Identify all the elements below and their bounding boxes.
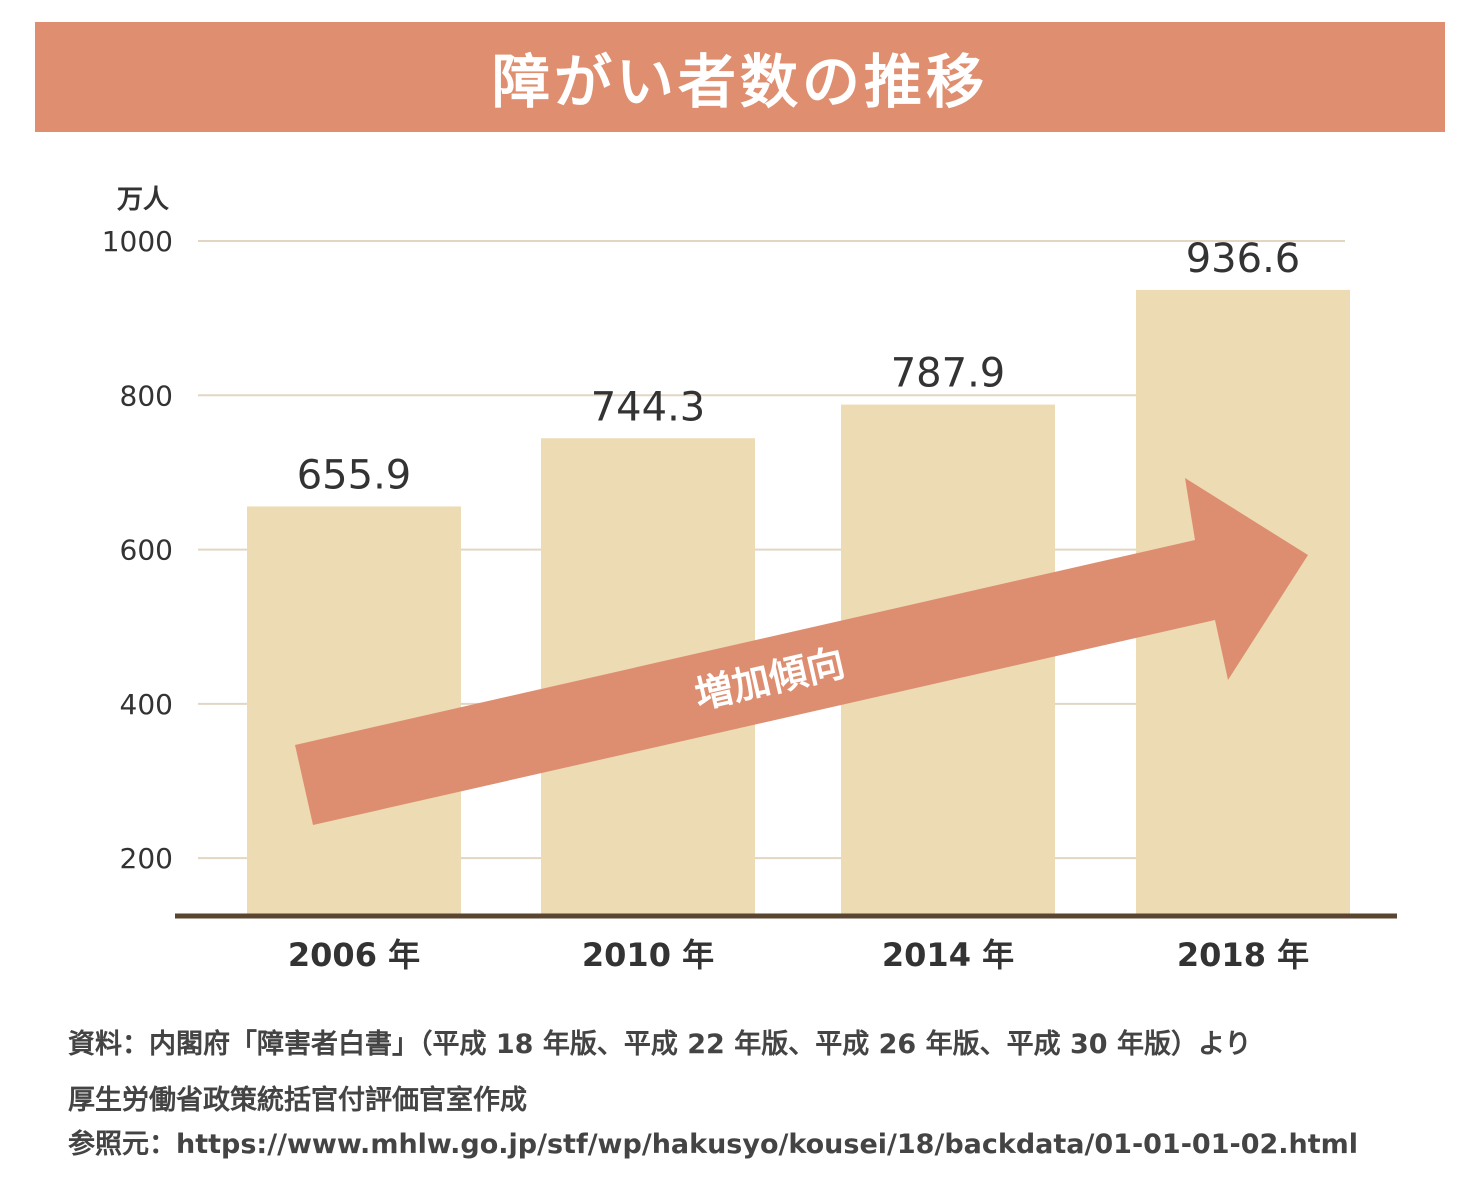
x-tick-label: 2014 年 — [882, 936, 1014, 974]
trend-arrow-shape — [295, 478, 1308, 825]
x-tick-label: 2010 年 — [582, 936, 714, 974]
y-tick-label: 400 — [120, 688, 173, 721]
x-tick-label: 2018 年 — [1177, 936, 1309, 974]
y-axis-unit-label: 万人 — [117, 185, 169, 215]
data-label: 787.9 — [891, 351, 1006, 397]
title-banner: 障がい者数の推移 — [35, 22, 1445, 132]
footnote-reference: 参照元：https://www.mhlw.go.jp/stf/wp/hakusy… — [68, 1129, 1359, 1160]
y-tick-label: 800 — [120, 379, 173, 412]
data-label: 655.9 — [297, 452, 412, 498]
y-tick-label: 200 — [120, 842, 173, 875]
trend-arrow: 増加傾向 — [295, 478, 1308, 825]
chart-title: 障がい者数の推移 — [491, 48, 988, 116]
x-tick-label: 2006 年 — [288, 936, 420, 974]
footnote-source: 資料：内閣府「障害者白書」（平成 18 年版、平成 22 年版、平成 26 年版… — [68, 1029, 1252, 1060]
data-label: 744.3 — [591, 384, 706, 430]
data-label: 936.6 — [1186, 236, 1301, 282]
y-tick-label: 1000 — [102, 225, 173, 258]
y-tick-label: 600 — [120, 534, 173, 567]
footnote-author: 厚生労働省政策統括官付評価官室作成 — [68, 1085, 527, 1116]
bar — [247, 506, 461, 916]
